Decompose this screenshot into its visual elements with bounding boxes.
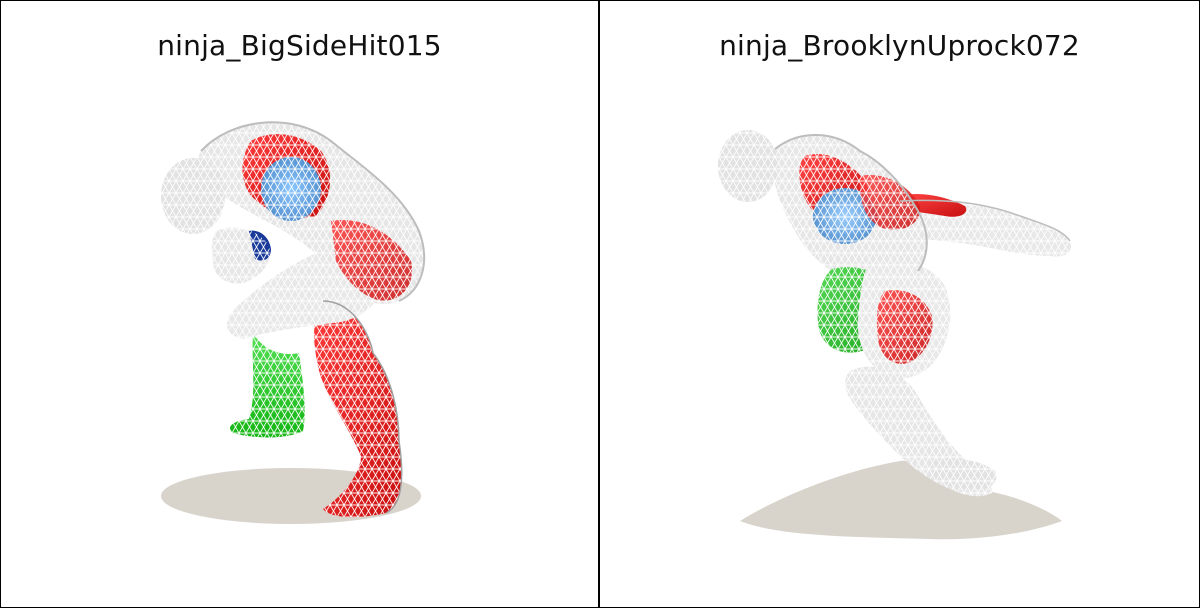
right-panel-title: ninja_BrooklynUprock072 (719, 29, 1080, 62)
right-figure (718, 130, 1072, 540)
right-panel: ninja_BrooklynUprock072 (600, 1, 1199, 607)
left-panel: ninja_BigSideHit015 (1, 1, 600, 607)
left-figure (161, 121, 426, 524)
left-panel-title: ninja_BigSideHit015 (157, 29, 442, 62)
ground-shadow (740, 460, 1062, 540)
